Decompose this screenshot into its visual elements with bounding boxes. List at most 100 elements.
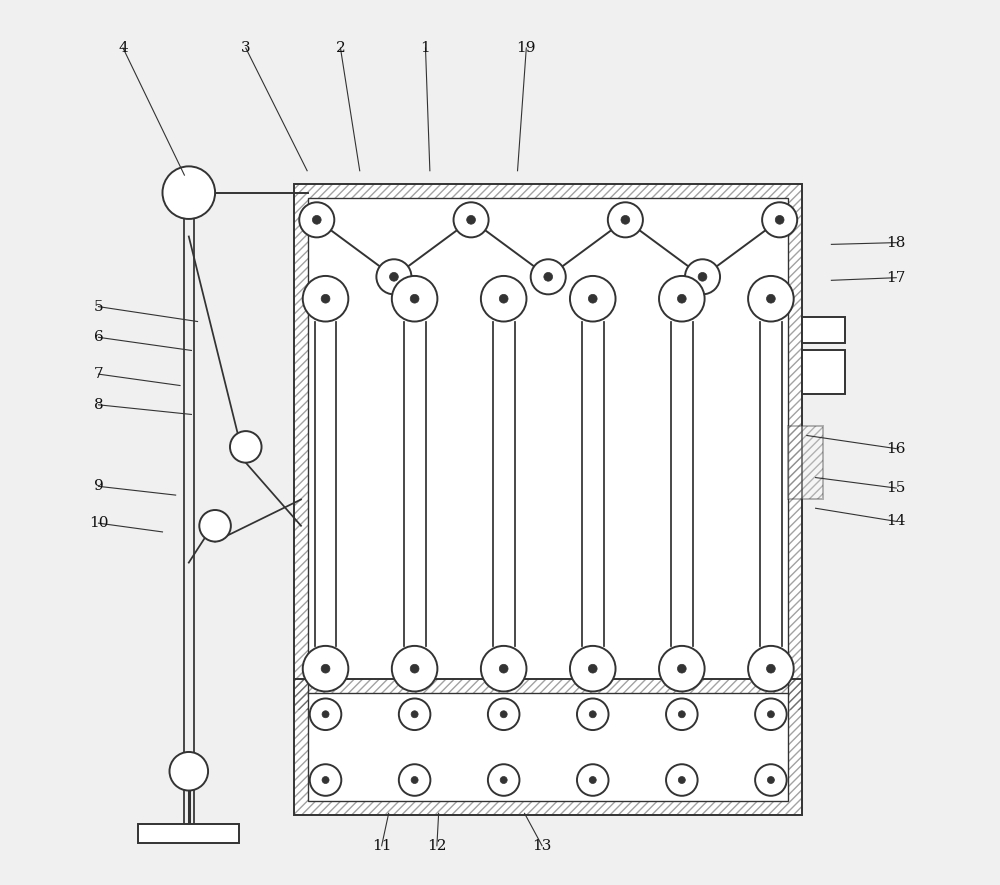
- Circle shape: [577, 765, 609, 796]
- Bar: [788, 198, 802, 696]
- Circle shape: [748, 646, 794, 691]
- Bar: [788, 693, 802, 801]
- Circle shape: [621, 215, 630, 224]
- Text: 5: 5: [94, 300, 103, 313]
- Text: 9: 9: [94, 480, 103, 493]
- Bar: [294, 801, 802, 815]
- Circle shape: [199, 510, 231, 542]
- Bar: [788, 426, 823, 499]
- Circle shape: [303, 276, 348, 321]
- Circle shape: [230, 431, 262, 463]
- Circle shape: [531, 259, 566, 295]
- Circle shape: [767, 711, 774, 718]
- Circle shape: [589, 711, 596, 718]
- Bar: [294, 679, 802, 693]
- Text: 18: 18: [887, 235, 906, 250]
- Circle shape: [677, 295, 686, 303]
- Circle shape: [589, 776, 596, 783]
- Text: 2: 2: [336, 41, 345, 55]
- Bar: [308, 198, 788, 696]
- Circle shape: [488, 698, 519, 730]
- Circle shape: [499, 295, 508, 303]
- Circle shape: [588, 665, 597, 673]
- Circle shape: [570, 276, 616, 321]
- Text: 13: 13: [532, 839, 552, 853]
- Circle shape: [410, 665, 419, 673]
- Bar: [138, 824, 239, 843]
- Circle shape: [310, 765, 341, 796]
- Bar: [294, 184, 802, 710]
- Circle shape: [588, 295, 597, 303]
- Circle shape: [698, 273, 707, 281]
- Circle shape: [666, 765, 698, 796]
- Bar: [294, 696, 802, 710]
- Bar: [294, 184, 802, 198]
- Circle shape: [322, 776, 329, 783]
- Text: 6: 6: [94, 330, 103, 344]
- Text: 4: 4: [118, 41, 128, 55]
- Circle shape: [767, 295, 775, 303]
- Circle shape: [500, 711, 507, 718]
- Circle shape: [481, 276, 526, 321]
- Circle shape: [755, 765, 787, 796]
- Circle shape: [544, 273, 553, 281]
- Circle shape: [467, 215, 475, 224]
- Circle shape: [481, 646, 526, 691]
- Bar: [802, 350, 845, 395]
- Text: 19: 19: [517, 41, 536, 55]
- Circle shape: [169, 752, 208, 790]
- Circle shape: [321, 295, 330, 303]
- Text: 15: 15: [887, 481, 906, 495]
- Circle shape: [411, 711, 418, 718]
- Circle shape: [748, 276, 794, 321]
- Bar: [294, 679, 802, 815]
- Circle shape: [755, 698, 787, 730]
- Text: 1: 1: [421, 41, 430, 55]
- Circle shape: [499, 665, 508, 673]
- Circle shape: [321, 665, 330, 673]
- Circle shape: [678, 711, 685, 718]
- Circle shape: [685, 259, 720, 295]
- Circle shape: [162, 166, 215, 219]
- Circle shape: [390, 273, 398, 281]
- Circle shape: [454, 203, 489, 237]
- Circle shape: [767, 776, 774, 783]
- Bar: [294, 198, 308, 696]
- Text: 12: 12: [427, 839, 447, 853]
- Circle shape: [677, 665, 686, 673]
- Bar: [294, 693, 308, 801]
- Circle shape: [678, 776, 685, 783]
- Circle shape: [312, 215, 321, 224]
- Circle shape: [659, 646, 705, 691]
- Bar: [308, 693, 788, 801]
- Circle shape: [488, 765, 519, 796]
- Text: 10: 10: [89, 516, 108, 530]
- Text: 14: 14: [887, 514, 906, 528]
- Circle shape: [299, 203, 334, 237]
- Circle shape: [775, 215, 784, 224]
- Circle shape: [659, 276, 705, 321]
- Circle shape: [666, 698, 698, 730]
- Circle shape: [500, 776, 507, 783]
- Text: 3: 3: [241, 41, 251, 55]
- Text: 17: 17: [887, 271, 906, 285]
- Text: 8: 8: [94, 397, 103, 412]
- Bar: [802, 318, 845, 342]
- Circle shape: [410, 295, 419, 303]
- Circle shape: [392, 276, 437, 321]
- Circle shape: [322, 711, 329, 718]
- Circle shape: [310, 698, 341, 730]
- Circle shape: [767, 665, 775, 673]
- Text: 7: 7: [94, 367, 103, 381]
- Circle shape: [577, 698, 609, 730]
- Circle shape: [392, 646, 437, 691]
- Circle shape: [303, 646, 348, 691]
- Circle shape: [762, 203, 797, 237]
- Circle shape: [411, 776, 418, 783]
- Circle shape: [608, 203, 643, 237]
- Text: 16: 16: [887, 442, 906, 456]
- Circle shape: [399, 765, 430, 796]
- Text: 11: 11: [372, 839, 391, 853]
- Circle shape: [376, 259, 411, 295]
- Circle shape: [399, 698, 430, 730]
